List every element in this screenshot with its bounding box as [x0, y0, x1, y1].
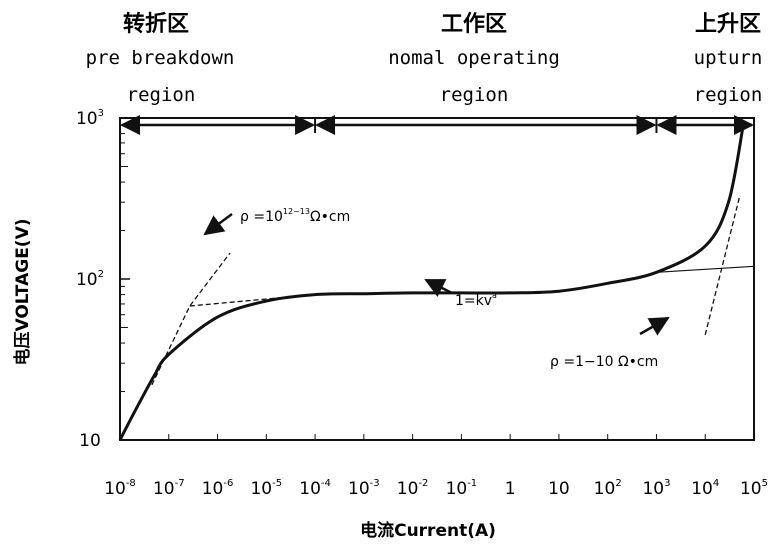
x-tick-label: 10-4: [299, 478, 331, 499]
x-tick-label: 1: [505, 479, 516, 499]
x-tick-label: 10: [548, 479, 570, 499]
region-header-2: 上升区 upturn region: [694, 12, 763, 106]
region-title-cn: 转折区: [123, 11, 189, 37]
region-title-en: pre breakdown: [86, 47, 235, 69]
region-header-1: 工作区 nomal operating region: [388, 12, 560, 106]
x-axis-title: 电流Current(A): [360, 520, 496, 541]
region-title-en-line2: region: [440, 84, 509, 106]
dashed-guide-line: [151, 252, 231, 386]
annotation-label: ρ =1012~13Ω•cm: [240, 207, 350, 225]
series-layer: [118, 124, 755, 441]
annotation-label: ρ =1−10 Ω•cm: [550, 354, 658, 370]
x-tick-label: 103: [642, 478, 670, 499]
region-title-en-line2: region: [127, 84, 196, 106]
plot-frame: [119, 117, 755, 441]
annotation-pointer: [203, 212, 233, 236]
x-axis-ticks: 10-8 10-7 10-6 10-5 10-4 10-3 10-2 10-1 1 10 102 10…: [104, 434, 768, 499]
x-tick-label: 10-8: [104, 478, 136, 499]
y-tick-label: 10: [79, 431, 101, 451]
vi-curve: [118, 125, 745, 441]
x-tick-label: 10-2: [397, 478, 429, 499]
annotation-pointer: [424, 278, 453, 297]
region-header-0: 转折区 pre breakdown region: [86, 11, 235, 106]
x-tick-label: 10-5: [250, 478, 282, 499]
annotations: ρ =1012~13Ω•cm 1=kva ρ =1−10 Ω•cm: [203, 207, 670, 370]
annotation-pointer: [639, 316, 670, 336]
x-tick-label: 10-3: [348, 478, 380, 499]
x-tick-label: 104: [691, 478, 719, 499]
region-title-en: upturn: [694, 47, 763, 69]
region-title-cn: 上升区: [695, 12, 761, 37]
x-tick-label: 102: [594, 478, 622, 499]
y-tick-label: 102: [76, 269, 104, 290]
region-title-en-line2: region: [694, 84, 763, 106]
x-tick-label: 10-1: [446, 478, 478, 499]
region-title-en: nomal operating: [388, 47, 560, 69]
y-minor-ticks: [120, 124, 128, 393]
x-tick-label: 10-6: [202, 478, 234, 499]
annotation-label: 1=kva: [455, 291, 497, 309]
y-axis-title: 电压VOLTAGE(V): [12, 218, 33, 365]
y-axis-ticks: 103 102 10: [76, 108, 130, 451]
y-tick-label: 103: [76, 108, 104, 129]
x-tick-label: 105: [740, 478, 768, 499]
dashed-guide-line: [189, 293, 316, 307]
extrapolation-line: [656, 265, 755, 273]
region-arrows: [119, 115, 754, 135]
region-title-cn: 工作区: [441, 12, 507, 37]
x-tick-label: 10-7: [153, 478, 185, 499]
